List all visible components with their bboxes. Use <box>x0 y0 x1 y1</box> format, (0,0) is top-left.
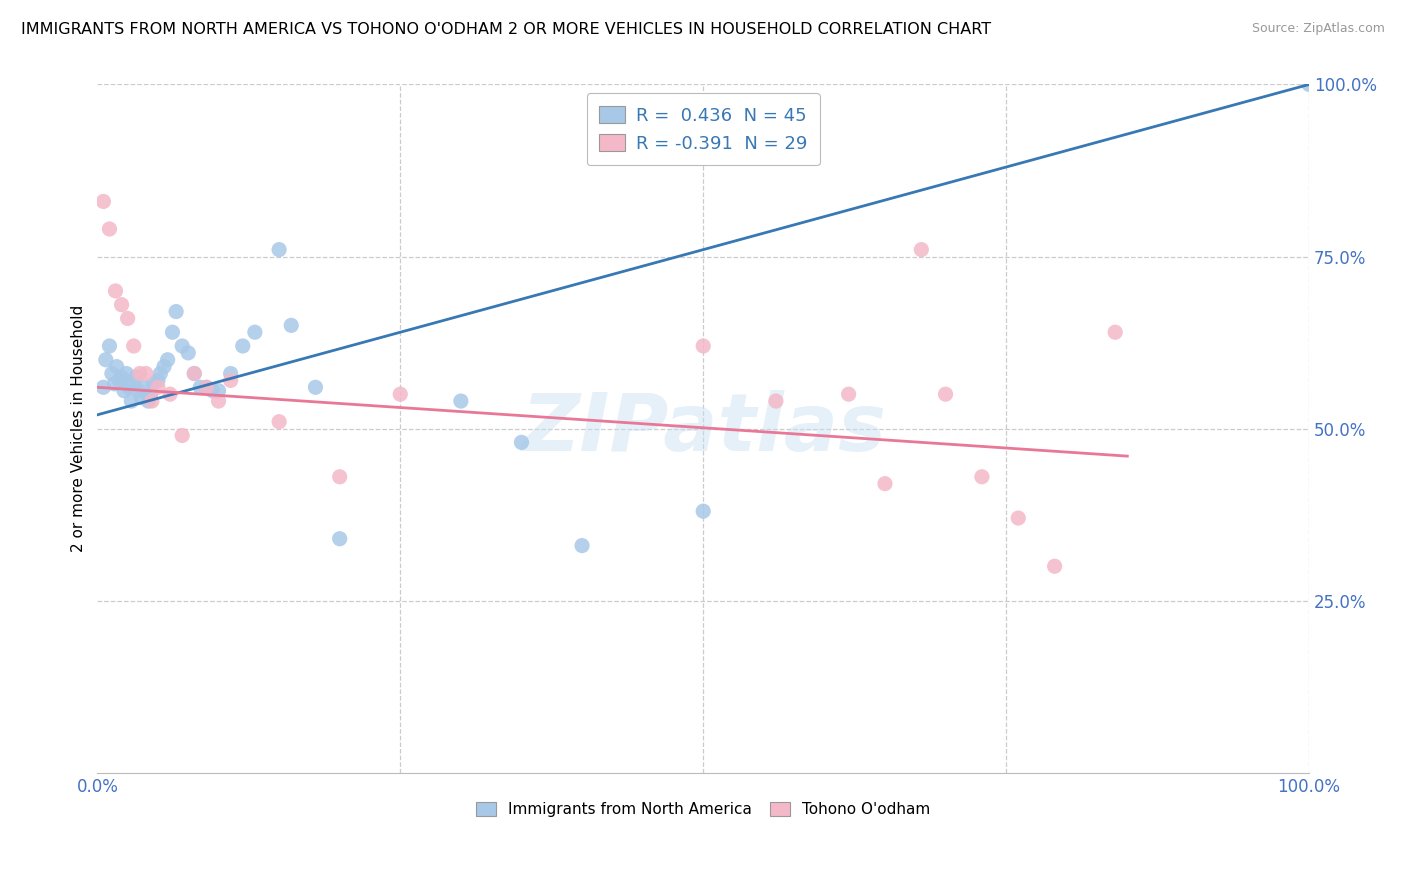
Point <box>101 367 124 381</box>
Point <box>142 376 165 391</box>
Point <box>935 387 957 401</box>
Point <box>232 339 254 353</box>
Point <box>115 367 138 381</box>
Point <box>104 284 127 298</box>
Point <box>146 373 169 387</box>
Point <box>94 352 117 367</box>
Point <box>207 394 229 409</box>
Point <box>118 380 141 394</box>
Point <box>117 311 139 326</box>
Text: IMMIGRANTS FROM NORTH AMERICA VS TOHONO O'ODHAM 2 OR MORE VEHICLES IN HOUSEHOLD : IMMIGRANTS FROM NORTH AMERICA VS TOHONO … <box>21 22 991 37</box>
Point <box>510 435 533 450</box>
Point <box>129 391 152 405</box>
Point <box>188 380 211 394</box>
Point <box>110 298 132 312</box>
Point <box>128 367 150 381</box>
Point <box>172 428 194 442</box>
Point <box>108 373 131 387</box>
Point <box>125 370 148 384</box>
Point <box>105 359 128 374</box>
Point <box>120 394 142 409</box>
Point <box>692 504 714 518</box>
Point <box>692 339 714 353</box>
Point <box>135 367 157 381</box>
Legend: Immigrants from North America, Tohono O'odham: Immigrants from North America, Tohono O'… <box>470 797 936 823</box>
Point <box>93 194 115 209</box>
Point <box>141 394 163 409</box>
Point <box>765 394 787 409</box>
Point <box>201 384 224 398</box>
Point <box>195 380 218 394</box>
Point <box>128 384 150 398</box>
Point <box>970 469 993 483</box>
Point <box>172 339 194 353</box>
Point <box>98 339 121 353</box>
Point <box>269 243 291 257</box>
Point <box>389 387 412 401</box>
Point <box>139 387 162 401</box>
Point <box>156 352 179 367</box>
Point <box>112 384 135 398</box>
Point <box>329 532 352 546</box>
Point <box>183 367 205 381</box>
Point <box>571 539 593 553</box>
Point <box>243 325 266 339</box>
Point <box>195 380 218 394</box>
Point <box>910 243 932 257</box>
Point <box>207 384 229 398</box>
Point <box>219 373 242 387</box>
Point <box>110 370 132 384</box>
Point <box>177 346 200 360</box>
Point <box>183 367 205 381</box>
Point <box>159 387 181 401</box>
Point <box>304 380 326 394</box>
Point <box>1298 78 1320 92</box>
Point <box>1104 325 1126 339</box>
Point <box>136 394 159 409</box>
Point <box>280 318 302 333</box>
Point <box>450 394 472 409</box>
Point <box>122 376 145 391</box>
Point <box>146 380 169 394</box>
Point <box>165 304 187 318</box>
Point <box>269 415 291 429</box>
Point <box>1007 511 1029 525</box>
Point <box>98 222 121 236</box>
Text: Source: ZipAtlas.com: Source: ZipAtlas.com <box>1251 22 1385 36</box>
Point <box>135 380 157 394</box>
Point <box>329 469 352 483</box>
Point <box>219 367 242 381</box>
Point <box>162 325 184 339</box>
Text: ZIPatlas: ZIPatlas <box>520 390 886 467</box>
Point <box>873 476 896 491</box>
Y-axis label: 2 or more Vehicles in Household: 2 or more Vehicles in Household <box>72 305 86 552</box>
Point <box>1043 559 1066 574</box>
Point <box>149 367 172 381</box>
Point <box>153 359 176 374</box>
Point <box>838 387 860 401</box>
Point <box>103 376 125 391</box>
Point <box>93 380 115 394</box>
Point <box>122 339 145 353</box>
